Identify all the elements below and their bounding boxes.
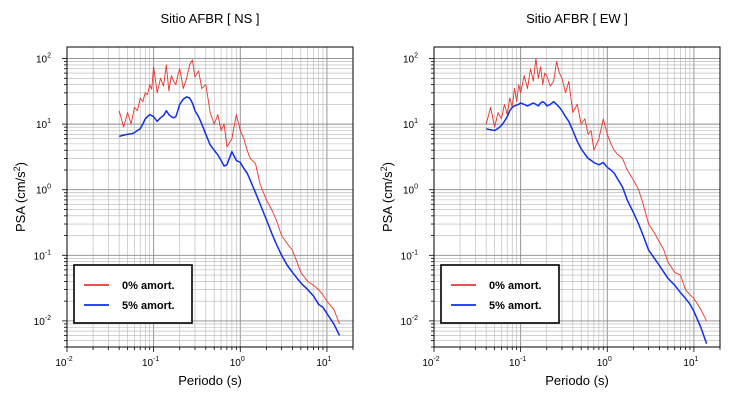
x-axis-label: Periodo (s) (545, 373, 609, 388)
legend: 0% amort. 5% amort. (440, 264, 560, 324)
y-axis-label: PSA (cm/s2) (12, 162, 28, 232)
y-tick-label: 10-2 (34, 315, 51, 328)
chart-panel-1: Sitio AFBR [ NS ] 10-2 10-1 100 101 10-2 10-1 1… (12, 11, 354, 388)
x-tick-label: 101 (316, 356, 331, 369)
y-tick-label: 100 (36, 184, 51, 197)
series-line-amort-5 (118, 96, 341, 336)
legend-label: 0% amort. (489, 280, 542, 292)
y-tick-label: 102 (403, 53, 418, 66)
y-tick-label: 100 (403, 184, 418, 197)
axis-ticks (429, 58, 721, 352)
y-tick-label: 10-2 (401, 315, 418, 328)
x-tick-label: 101 (683, 356, 698, 369)
y-axis-label: PSA (cm/s2) (379, 162, 395, 232)
chart-title: Sitio AFBR [ NS ] (161, 11, 260, 26)
y-tick-label: 10-1 (401, 249, 418, 262)
x-tick-label: 10-2 (55, 356, 72, 369)
x-tick-label: 10-2 (422, 356, 439, 369)
y-tick-label: 102 (36, 53, 51, 66)
legend-box (440, 264, 560, 324)
x-tick-label: 10-1 (509, 356, 526, 369)
series-line-amort-5 (486, 100, 708, 344)
x-tick-label: 100 (597, 356, 612, 369)
plot-frame (433, 46, 721, 348)
x-tick-label: 100 (230, 356, 245, 369)
x-axis-label: Periodo (s) (178, 373, 242, 388)
y-tick-label: 101 (403, 118, 418, 131)
grid-lines (66, 47, 354, 348)
series-line-amort-0 (485, 58, 708, 322)
x-tick-label: 10-1 (142, 356, 159, 369)
legend-label: 5% amort. (489, 300, 542, 312)
legend: 0% amort. 5% amort. (73, 264, 193, 324)
chart-title: Sitio AFBR [ EW ] (526, 11, 628, 26)
legend-box (73, 264, 193, 324)
y-tick-label: 10-1 (34, 249, 51, 262)
legend-label: 5% amort. (122, 300, 175, 312)
axis-ticks (62, 58, 354, 352)
plot-frame (66, 46, 354, 348)
y-tick-label: 101 (36, 118, 51, 131)
series-line-amort-0 (118, 59, 341, 325)
legend-label: 0% amort. (122, 280, 175, 292)
chart-panel-2: Sitio AFBR [ EW ] 10-2 10-1 100 101 10-2 10-1 1… (379, 11, 721, 388)
